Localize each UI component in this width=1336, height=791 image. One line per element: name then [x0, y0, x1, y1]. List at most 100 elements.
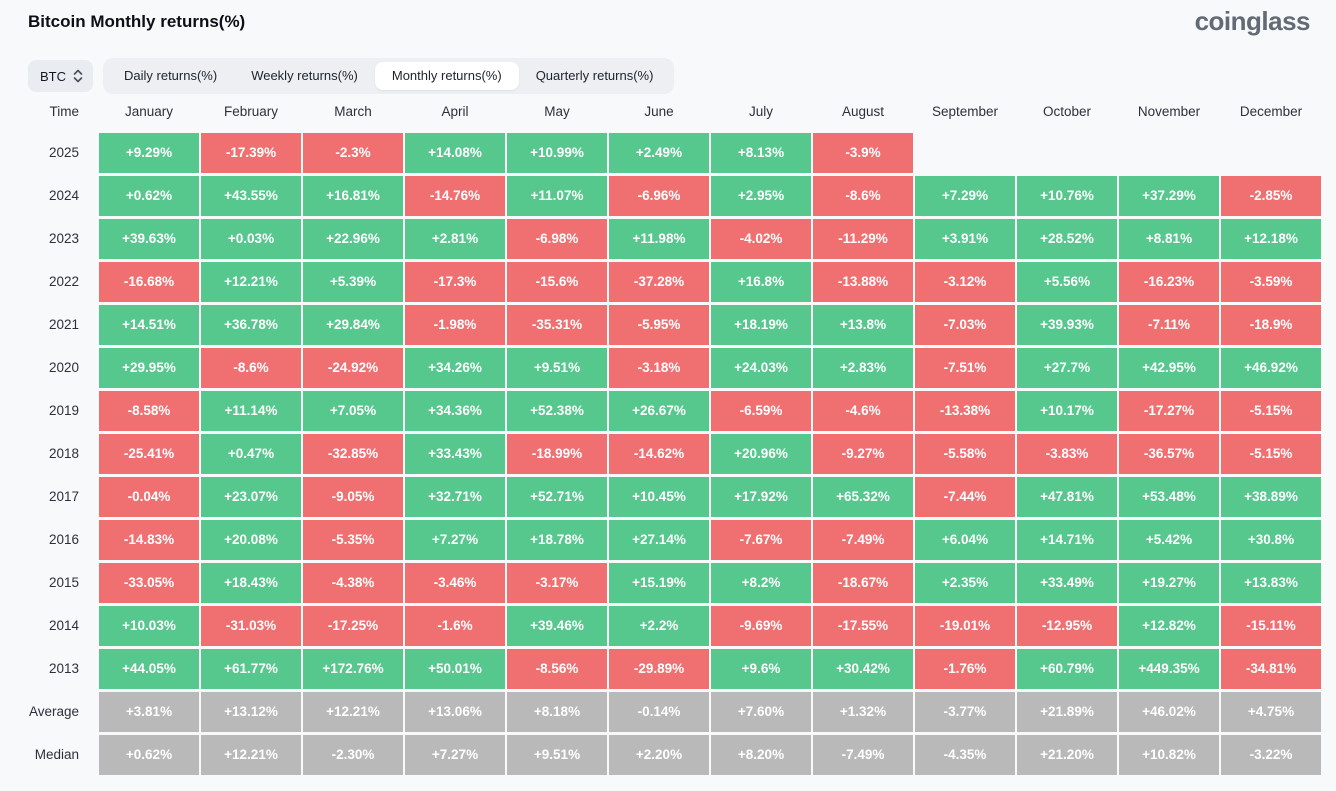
table-cell: -33.05% — [99, 563, 199, 603]
table-cell: +46.02% — [1119, 692, 1219, 732]
table-cell: +9.51% — [507, 348, 607, 388]
table-cell: +7.29% — [915, 176, 1015, 216]
table-cell: +26.67% — [609, 391, 709, 431]
tab-quarterly-returns[interactable]: Quarterly returns(%) — [535, 68, 654, 83]
table-cell: +24.03% — [711, 348, 811, 388]
table-cell: +39.46% — [507, 606, 607, 646]
table-row: 2020 +29.95% -8.6% -24.92% +34.26% +9.51% -3.1… — [0, 348, 1321, 388]
table-cell: -2.3% — [303, 133, 403, 173]
table-cell: +20.96% — [711, 434, 811, 474]
table-cell: -31.03% — [201, 606, 301, 646]
table-cell: +65.32% — [813, 477, 913, 517]
table-cell: -5.35% — [303, 520, 403, 560]
coin-selector-value: BTC — [40, 68, 66, 84]
table-cell: -15.11% — [1221, 606, 1321, 646]
table-header-row: Time January February March April May June July… — [0, 97, 1321, 127]
table-cell: +12.21% — [201, 262, 301, 302]
row-label: 2018 — [48, 446, 79, 461]
table-cell: +14.51% — [99, 305, 199, 345]
table-cell: -3.9% — [813, 133, 913, 173]
table-cell: +2.83% — [813, 348, 913, 388]
table-cell: -4.6% — [813, 391, 913, 431]
table-cell: +16.8% — [711, 262, 811, 302]
table-cell: -15.6% — [507, 262, 607, 302]
table-cell: +2.20% — [609, 735, 709, 775]
table-cell: -8.58% — [99, 391, 199, 431]
row-label: 2020 — [48, 360, 79, 375]
column-header: May — [544, 104, 570, 119]
table-cell: +33.49% — [1017, 563, 1117, 603]
table-cell: +18.19% — [711, 305, 811, 345]
table-cell: -4.35% — [915, 735, 1015, 775]
table-cell — [915, 133, 1015, 173]
table-cell: -17.55% — [813, 606, 913, 646]
table-cell: +2.35% — [915, 563, 1015, 603]
table-cell: +12.18% — [1221, 219, 1321, 259]
tab-daily-returns[interactable]: Daily returns(%) — [124, 68, 218, 83]
table-cell: +12.21% — [201, 735, 301, 775]
table-cell: +50.01% — [405, 649, 505, 689]
table-cell: -13.38% — [915, 391, 1015, 431]
table-row: 2016 -14.83% +20.08% -5.35% +7.27% +18.78% +27… — [0, 520, 1321, 560]
table-cell: +53.48% — [1119, 477, 1219, 517]
table-cell: +34.36% — [405, 391, 505, 431]
table-cell: -13.88% — [813, 262, 913, 302]
row-label: 2017 — [48, 489, 79, 504]
table-cell: +7.05% — [303, 391, 403, 431]
table-row: Average +3.81% +13.12% +12.21% +13.06% +8.18%… — [0, 692, 1321, 732]
table-cell: +12.82% — [1119, 606, 1219, 646]
table-cell: -2.85% — [1221, 176, 1321, 216]
table-cell: +33.43% — [405, 434, 505, 474]
controls-bar: BTC Daily returns(%) Weekly returns(%) M… — [28, 58, 675, 94]
table-cell: -11.29% — [813, 219, 913, 259]
table-cell: +10.76% — [1017, 176, 1117, 216]
table-row: 2017 -0.04% +23.07% -9.05% +32.71% +52.71% +10… — [0, 477, 1321, 517]
table-cell: +14.08% — [405, 133, 505, 173]
table-cell: -18.67% — [813, 563, 913, 603]
table-cell: -3.59% — [1221, 262, 1321, 302]
column-header: February — [223, 104, 279, 119]
table-cell: +27.7% — [1017, 348, 1117, 388]
table-cell: +11.14% — [201, 391, 301, 431]
table-row: 2019 -8.58% +11.14% +7.05% +34.36% +52.38% +26… — [0, 391, 1321, 431]
table-cell: +172.76% — [303, 649, 403, 689]
table-cell: +11.07% — [507, 176, 607, 216]
table-cell: +4.75% — [1221, 692, 1321, 732]
table-cell: -7.51% — [915, 348, 1015, 388]
table-cell: +0.62% — [99, 735, 199, 775]
row-label: 2013 — [48, 661, 79, 676]
table-cell: +13.06% — [405, 692, 505, 732]
table-cell: -1.76% — [915, 649, 1015, 689]
table-cell: +19.27% — [1119, 563, 1219, 603]
table-cell: -8.6% — [201, 348, 301, 388]
table-cell: +52.71% — [507, 477, 607, 517]
tab-monthly-returns[interactable]: Monthly returns(%) — [374, 62, 519, 90]
table-cell: -3.12% — [915, 262, 1015, 302]
table-cell: -17.27% — [1119, 391, 1219, 431]
table-cell: +30.8% — [1221, 520, 1321, 560]
table-cell: -34.81% — [1221, 649, 1321, 689]
row-label: 2014 — [48, 618, 79, 633]
row-label: 2019 — [48, 403, 79, 418]
table-cell: +60.79% — [1017, 649, 1117, 689]
table-cell: -7.44% — [915, 477, 1015, 517]
table-cell: +44.05% — [99, 649, 199, 689]
table-cell: +5.42% — [1119, 520, 1219, 560]
table-cell: -12.95% — [1017, 606, 1117, 646]
coin-selector[interactable]: BTC — [28, 60, 93, 92]
table-cell: +13.12% — [201, 692, 301, 732]
column-header: August — [841, 104, 885, 119]
column-header: January — [124, 104, 174, 119]
table-cell: -6.98% — [507, 219, 607, 259]
table-cell: -5.58% — [915, 434, 1015, 474]
table-cell: +61.77% — [201, 649, 301, 689]
table-cell: +17.92% — [711, 477, 811, 517]
table-row: 2018 -25.41% +0.47% -32.85% +33.43% -18.99% -1… — [0, 434, 1321, 474]
table-cell: +21.89% — [1017, 692, 1117, 732]
tab-weekly-returns[interactable]: Weekly returns(%) — [251, 68, 358, 83]
table-cell: -2.30% — [303, 735, 403, 775]
column-header: October — [1042, 104, 1092, 119]
table-cell: +9.51% — [507, 735, 607, 775]
table-cell: +10.03% — [99, 606, 199, 646]
table-row: 2015 -33.05% +18.43% -4.38% -3.46% -3.17% +15.… — [0, 563, 1321, 603]
